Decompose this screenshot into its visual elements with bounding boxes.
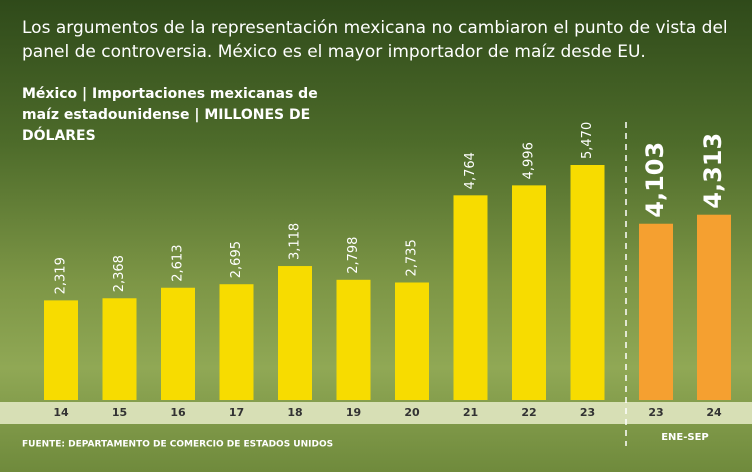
bar: [639, 223, 673, 400]
chart-subtitle: México | Importaciones mexicanas de maíz…: [22, 86, 318, 144]
value-label: 2,319: [54, 257, 69, 294]
bar: [44, 300, 78, 400]
x-tick-label: 17: [229, 406, 244, 419]
value-label: 4,996: [522, 142, 537, 179]
x-tick-label: 16: [170, 406, 186, 419]
x-tick-label: 23: [580, 406, 595, 419]
axis-strip: [0, 402, 752, 424]
value-label: 5,470: [580, 122, 595, 159]
bar: [278, 266, 312, 400]
value-label: 2,613: [171, 245, 186, 282]
value-label: 3,118: [288, 223, 303, 260]
value-label: 2,368: [112, 255, 127, 292]
x-tick-label: 19: [346, 406, 361, 419]
x-tick-label: 22: [521, 406, 536, 419]
x-tick-label: 15: [112, 406, 127, 419]
x-tick-label: 21: [463, 406, 478, 419]
chart-title: Los argumentos de la representación mexi…: [22, 18, 728, 62]
bar: [102, 298, 137, 400]
bar: [219, 284, 254, 400]
bar: [512, 185, 546, 400]
annotation: ENE-SEP: [661, 432, 709, 443]
value-label: 4,313: [699, 133, 727, 209]
bar: [570, 165, 605, 400]
source: FUENTE: DEPARTAMENTO DE COMERCIO DE ESTA…: [22, 440, 333, 450]
bar: [697, 214, 731, 400]
value-label: 2,798: [346, 237, 361, 274]
bar: [336, 279, 371, 400]
bar: [395, 282, 429, 400]
value-label: 2,735: [405, 239, 420, 276]
value-label: 4,764: [463, 152, 478, 189]
x-tick-label: 14: [53, 406, 69, 419]
value-label: 2,695: [229, 241, 244, 278]
x-tick-label: 24: [706, 406, 722, 419]
x-tick-label: 23: [648, 406, 663, 419]
x-tick-label: 18: [287, 406, 302, 419]
x-tick-label: 20: [404, 406, 420, 419]
bar: [161, 287, 195, 400]
bar: [453, 195, 488, 400]
value-label: 4,103: [641, 142, 669, 218]
